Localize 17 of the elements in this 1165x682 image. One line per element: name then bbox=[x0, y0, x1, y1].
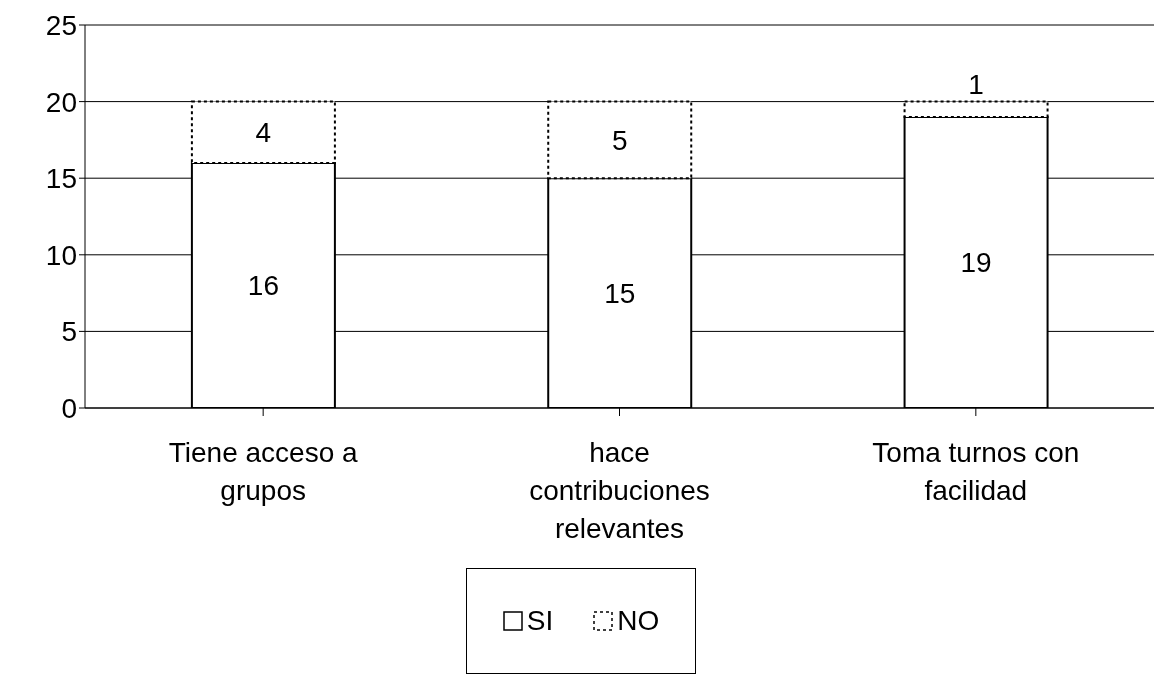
y-tick-label: 10 bbox=[45, 239, 77, 271]
legend-label: NO bbox=[616, 605, 660, 637]
data-label: 5 bbox=[611, 124, 628, 156]
y-tick-label: 0 bbox=[61, 392, 77, 424]
y-tick-label: 20 bbox=[45, 86, 77, 118]
x-tick-label: Tiene acceso a grupos bbox=[168, 437, 359, 506]
data-label: 15 bbox=[604, 278, 636, 310]
x-tick-label: Toma turnos con facilidad bbox=[872, 437, 1080, 506]
data-label: 19 bbox=[960, 247, 992, 279]
x-tick-label: hace contribuciones relevantes bbox=[529, 437, 710, 544]
y-tick-label: 25 bbox=[45, 9, 77, 41]
legend-label: SI bbox=[525, 605, 554, 637]
y-tick-label: 5 bbox=[61, 316, 77, 348]
data-label: 1 bbox=[968, 68, 984, 100]
data-label: 4 bbox=[255, 117, 272, 149]
data-label: 16 bbox=[247, 270, 279, 302]
y-tick-label: 15 bbox=[45, 163, 77, 195]
